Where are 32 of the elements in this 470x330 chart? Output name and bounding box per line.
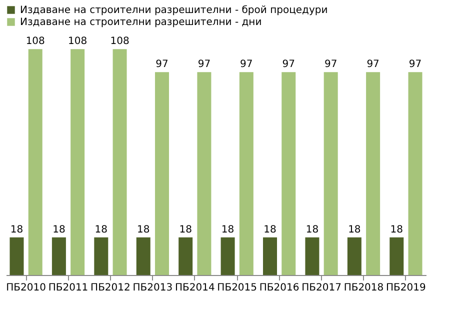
x-tick-label: ПБ2011 <box>48 282 88 294</box>
x-tick-label: ПБ2017 <box>302 282 342 294</box>
x-tick-label: ПБ2013 <box>132 282 173 294</box>
data-label: 97 <box>408 59 422 70</box>
data-label: 97 <box>366 59 380 70</box>
x-tick-label: ПБ2016 <box>259 282 300 294</box>
data-label: 108 <box>68 36 88 48</box>
legend-label: Издаване на строителни разрешителни - брой процедури <box>20 5 328 16</box>
data-label: 108 <box>110 36 130 48</box>
data-label: 18 <box>264 224 276 236</box>
data-label: 97 <box>156 59 168 70</box>
x-tick-label: ПБ2018 <box>344 282 384 294</box>
data-label: 97 <box>240 59 253 70</box>
data-label: 108 <box>26 36 45 48</box>
data-label: 18 <box>306 224 319 236</box>
data-label: 18 <box>390 224 404 236</box>
x-tick-label: ПБ2012 <box>90 282 130 294</box>
data-label: 18 <box>94 224 108 236</box>
data-label: 18 <box>348 224 361 236</box>
x-tick-label: ПБ2019 <box>386 282 426 294</box>
legend-label: Издаване на строителни разрешителни - дни <box>20 17 262 28</box>
data-label: 18 <box>137 224 150 236</box>
x-tick-label: ПБ2014 <box>174 282 215 294</box>
data-label: 18 <box>10 224 24 236</box>
data-label: 97 <box>282 59 295 70</box>
data-label: 18 <box>52 224 66 236</box>
x-tick-label: ПБ2010 <box>6 282 46 294</box>
data-label: 97 <box>324 59 338 70</box>
data-label: 18 <box>221 224 234 236</box>
data-label: 18 <box>179 224 192 236</box>
x-tick-label: ПБ2015 <box>217 282 258 294</box>
data-label: 97 <box>198 59 211 70</box>
